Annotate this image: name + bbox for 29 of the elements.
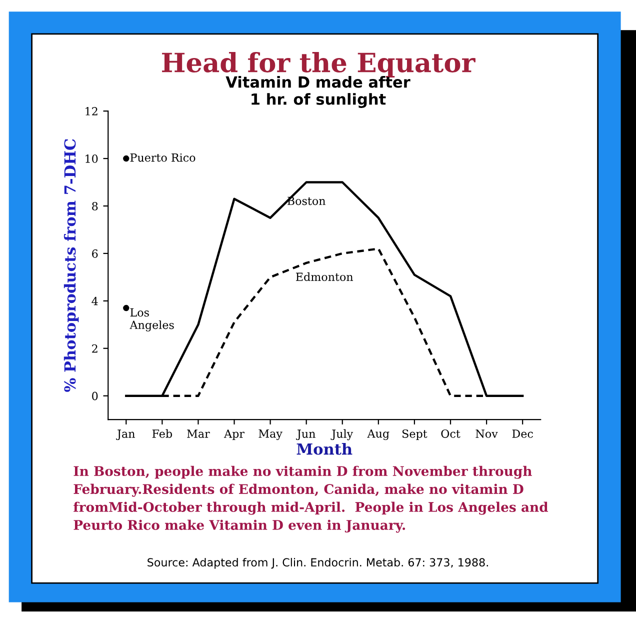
x-tick-label: Oct [441, 429, 460, 438]
y-tick-label: 8 [92, 202, 98, 210]
x-tick-label: Feb [152, 429, 172, 438]
source-note: Source: Adapted from J. Clin. Endocrin. Metab. 67: 373, 1988. [148, 558, 488, 569]
x-tick-label: Aug [367, 429, 390, 440]
x-axis-title: Month [296, 442, 352, 455]
y-tick-label: 10 [86, 154, 98, 163]
series-label: Boston [288, 196, 326, 206]
series-label: Los Angeles [130, 308, 174, 332]
x-tick-label: July [330, 429, 354, 440]
chart-subtitle: Vitamin D made after 1 hr. of sunlight [226, 76, 410, 108]
y-axis-title: % Photoproducts from 7-DHC [64, 139, 79, 392]
y-tick-label: 4 [92, 296, 98, 306]
y-tick-label: 12 [86, 107, 98, 116]
x-tick-label: May [258, 429, 282, 440]
y-tick-label: 2 [92, 344, 98, 353]
series-label: Puerto Rico [130, 153, 196, 162]
line-series [125, 181, 524, 397]
series-label: Edmonton [296, 272, 354, 282]
y-tick-label: 6 [92, 249, 98, 258]
text: In Boston, people make no vitamin D from November through February.Residents of Edmonton, Canida, make no vitamin D fromMid-October through mid-April. People in Los Angeles and Peurto Rico make Vitamin D even in January. [74, 466, 548, 533]
x-tick-label: Nov [476, 430, 498, 438]
x-tick-label: Dec [512, 430, 533, 438]
y-tick-label: 0 [92, 392, 98, 400]
x-tick-label: Apr [224, 430, 244, 440]
x-tick-label: Jan [116, 430, 135, 440]
x-tick-label: Mar [187, 430, 210, 438]
x-tick-label: Sept [402, 429, 428, 440]
x-tick-label: Jun [296, 430, 316, 440]
